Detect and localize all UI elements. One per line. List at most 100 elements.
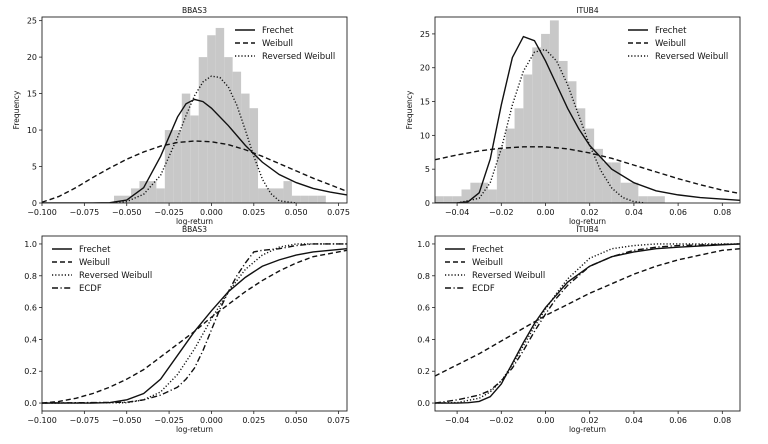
histogram-bar: [505, 128, 515, 203]
x-tick-label: −0.050: [112, 208, 142, 217]
x-tick-label: −0.075: [70, 208, 100, 217]
histogram-bar: [602, 162, 612, 203]
histogram-bar: [139, 181, 148, 203]
y-tick-label: 10: [27, 126, 37, 135]
y-tick-label: 0: [32, 199, 37, 208]
series-line-ecdf: [435, 243, 740, 404]
histogram-bar: [488, 189, 497, 203]
histogram-bar: [452, 196, 462, 203]
x-axis-label: log-return: [176, 217, 213, 226]
histogram-bar: [224, 57, 233, 203]
histogram-bar: [638, 196, 648, 203]
series-line-reversed-weibull: [435, 243, 740, 404]
x-tick-label: −0.04: [445, 416, 470, 425]
histogram-bar: [620, 182, 630, 203]
y-tick-label: 0.8: [417, 272, 430, 281]
x-tick-label: 0.075: [327, 416, 350, 425]
y-tick-label: 20: [27, 53, 37, 62]
histogram-bar: [207, 35, 216, 203]
y-tick-label: 0.4: [24, 335, 37, 344]
histogram-bar: [558, 60, 568, 203]
histogram-bar: [470, 182, 480, 203]
y-tick-label: 1.0: [24, 240, 37, 249]
legend-label-frechet: Frechet: [655, 26, 687, 36]
legend-label-ecdf: ECDF: [472, 284, 495, 294]
histogram-bar: [249, 108, 259, 203]
x-tick-label: 0.050: [285, 416, 308, 425]
y-tick-label: 0.2: [24, 367, 37, 376]
legend-label-ecdf: ECDF: [79, 284, 102, 294]
x-tick-label: 0.000: [200, 208, 223, 217]
plot-area: [42, 27, 347, 203]
histogram-bar: [232, 71, 242, 203]
histogram-bar: [611, 162, 621, 203]
y-axis-label: Frequency: [12, 90, 21, 129]
histogram-bar: [585, 128, 595, 203]
y-tick-label: 0.4: [417, 335, 430, 344]
histogram-bar: [514, 108, 524, 203]
y-tick-label: 20: [420, 64, 430, 73]
y-tick-label: 0.0: [24, 399, 37, 408]
x-tick-label: 0.050: [285, 208, 308, 217]
x-tick-label: 0.06: [669, 208, 687, 217]
series-line-weibull: [435, 248, 740, 377]
chart-bbas3-histogram: −0.100 −0.075 −0.050 −0.025 0.000 0.025 0.050 0…: [12, 6, 350, 226]
x-tick-label: 0.00: [537, 416, 555, 425]
x-tick-label: 0.08: [713, 416, 731, 425]
histogram-bar: [461, 189, 471, 203]
x-axis-label: log-return: [569, 425, 606, 434]
legend-label-frechet: Frechet: [262, 26, 294, 36]
x-axis-label: log-return: [569, 217, 606, 226]
x-tick-label: 0.025: [242, 208, 265, 217]
plot-area: [435, 243, 740, 404]
histogram-bar: [443, 196, 453, 203]
x-tick-label: −0.025: [154, 416, 184, 425]
legend-label-reversed-weibull: Reversed Weibull: [262, 52, 335, 62]
x-tick-label: −0.075: [70, 416, 100, 425]
histogram-bar: [308, 195, 318, 203]
chart-title: ITUB4: [576, 6, 598, 15]
histogram-bar: [198, 57, 208, 203]
histogram-bar: [130, 188, 140, 203]
legend-label-weibull: Weibull: [655, 39, 686, 49]
histogram-bar: [190, 115, 199, 203]
y-tick-label: 5: [425, 165, 430, 174]
legend-label-weibull: Weibull: [472, 258, 503, 268]
chart-title: BBAS3: [182, 6, 207, 15]
x-tick-label: 0.02: [581, 416, 599, 425]
x-tick-label: −0.100: [27, 416, 57, 425]
y-tick-label: 0: [425, 199, 430, 208]
chart-bbas3-cdf: −0.100 −0.075 −0.050 −0.025 0.000 0.025 0.050 0…: [24, 225, 350, 434]
x-tick-label: −0.02: [489, 416, 514, 425]
histogram-bar: [266, 188, 275, 203]
y-tick-label: 15: [420, 98, 430, 107]
histogram-bar: [147, 181, 157, 203]
plot-area: [42, 243, 347, 404]
x-axis-label: log-return: [176, 425, 213, 434]
legend-label-frechet: Frechet: [472, 245, 504, 255]
histogram-bar: [317, 195, 326, 203]
histogram-bar: [496, 148, 506, 203]
x-tick-label: 0.075: [327, 208, 350, 217]
x-tick-label: 0.06: [669, 416, 687, 425]
x-tick-label: 0.000: [200, 416, 223, 425]
x-tick-label: −0.100: [27, 208, 57, 217]
plot-area: [435, 20, 740, 203]
histogram-bar: [181, 93, 191, 203]
series-line-weibull: [435, 146, 740, 195]
legend-label-weibull: Weibull: [79, 258, 110, 268]
histogram-bar: [549, 20, 559, 203]
histogram-bar: [173, 130, 182, 203]
histogram-bar: [532, 47, 542, 203]
series-line-frechet: [42, 248, 347, 404]
legend-label-reversed-weibull: Reversed Weibull: [472, 271, 545, 281]
histogram-bar: [594, 148, 603, 203]
x-tick-label: −0.04: [445, 208, 470, 217]
legend: Frechet Weibull Reversed Weibull: [628, 26, 728, 62]
histogram-bar: [215, 27, 225, 203]
legend: Frechet Weibull Reversed Weibull ECDF: [445, 245, 545, 294]
y-tick-label: 0.8: [24, 272, 37, 281]
histogram-bar: [291, 195, 301, 203]
series-line-weibull: [42, 249, 347, 404]
chart-itub4-histogram: −0.04 −0.02 0.00 0.02 0.04 0.06 0.08 0 5 10 15 20 25…: [405, 6, 741, 226]
